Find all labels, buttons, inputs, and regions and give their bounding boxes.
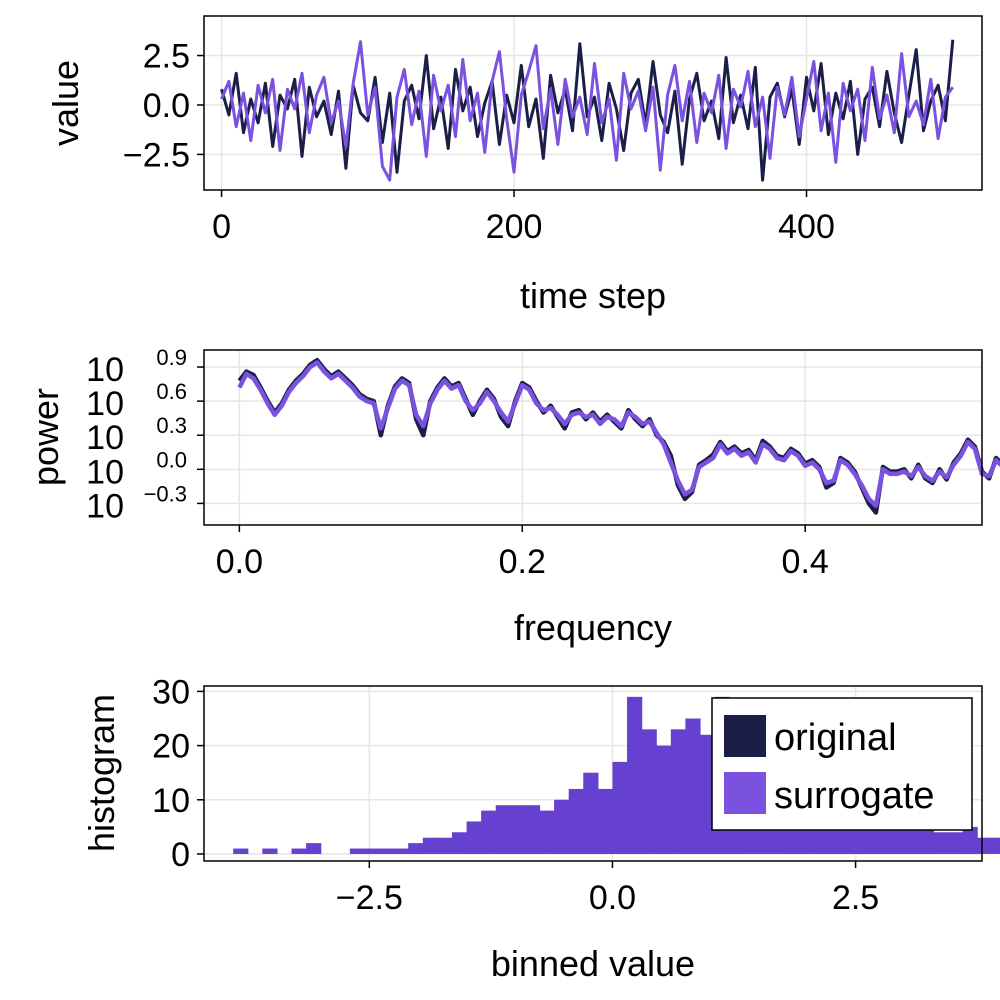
xtick-label: 200	[486, 208, 543, 246]
histogram-bar	[466, 821, 482, 854]
xtick-label: 0.0	[589, 879, 636, 917]
ytick-base: 10	[86, 487, 124, 525]
series-line-surrogate	[237, 360, 1000, 508]
xtick-label: 0.4	[782, 543, 829, 581]
ytick-base: 10	[86, 453, 124, 491]
histogram-bar	[262, 848, 278, 854]
histogram-bar	[437, 837, 453, 854]
histogram-xlabel: binned value	[491, 943, 695, 984]
ytick-exponent: −0.3	[144, 481, 187, 506]
xtick-label: −2.5	[336, 879, 403, 917]
series-line-original	[237, 357, 1000, 515]
histogram-bar	[933, 832, 949, 854]
spectrum-frame	[203, 349, 983, 526]
xtick-label: 0.0	[216, 543, 263, 581]
timeseries-panel: 0 200 400 −2.5 0.0 2.5 time step value	[45, 15, 983, 316]
histogram-ticks: −2.5 0.0 2.5 0 10 20 30	[152, 673, 879, 917]
histogram-bar	[408, 843, 424, 854]
histogram-bar	[393, 848, 409, 854]
ytick-label: 10 0.9	[86, 345, 187, 389]
histogram-bar	[524, 805, 541, 854]
histogram-bar	[583, 772, 599, 854]
spectrum-panel: 0.0 0.2 0.410 −0.310 0.010 0.310 0.610 0.9 freq…	[25, 345, 1000, 648]
legend-label-original: original	[774, 717, 897, 759]
histogram-bar	[481, 810, 497, 854]
ytick-label: 10 0.3	[86, 413, 187, 457]
histogram-frame	[203, 685, 983, 862]
histogram-bar	[379, 848, 395, 854]
legend-swatch-surrogate	[724, 772, 766, 814]
spectrum-xlabel: frequency	[514, 607, 672, 648]
ytick-label: 30	[152, 673, 190, 711]
histogram-bar	[612, 761, 628, 854]
ytick-base: 10	[86, 385, 124, 423]
timeseries-series	[220, 39, 955, 182]
histogram-bar	[641, 729, 657, 854]
histogram-bar	[685, 718, 701, 854]
histogram-bar	[364, 848, 380, 854]
spectrum-grid	[204, 350, 982, 525]
ytick-label: 0.0	[143, 87, 190, 125]
histogram-bar	[495, 805, 511, 854]
ytick-label: 2.5	[143, 38, 190, 76]
histogram-bar	[656, 745, 672, 854]
timeseries-ylabel: value	[45, 60, 86, 146]
timeseries-xlabel: time step	[520, 275, 666, 316]
ytick-exponent: 0.6	[156, 379, 187, 404]
histogram-bar	[306, 843, 322, 854]
histogram-bar	[349, 848, 366, 854]
timeseries-frame	[203, 15, 983, 191]
histogram-bar	[510, 805, 526, 854]
ytick-label: 20	[152, 728, 190, 766]
spectrum-ticks: 0.0 0.2 0.410 −0.310 0.010 0.310 0.610 0.9	[86, 345, 829, 581]
histogram-panel: −2.5 0.0 2.5 0 10 20 30 binned value histogram…	[81, 673, 1000, 984]
histogram-bar	[554, 799, 570, 854]
ytick-label: 10	[152, 782, 190, 820]
ytick-exponent: 0.0	[156, 447, 187, 472]
histogram-ylabel: histogram	[81, 694, 122, 852]
ytick-base: 10	[86, 351, 124, 389]
histogram-bar	[947, 832, 964, 854]
histogram-bar	[539, 810, 555, 854]
histogram-bar	[451, 832, 468, 854]
histogram-bar	[670, 729, 686, 854]
legend: original surrogate	[711, 697, 973, 831]
histogram-bar	[918, 826, 934, 854]
ytick-label: 10 −0.3	[86, 481, 187, 525]
histogram-bar	[568, 788, 584, 854]
legend-swatch-original	[724, 715, 766, 757]
legend-label-surrogate: surrogate	[774, 775, 935, 817]
xtick-label: 2.5	[832, 879, 879, 917]
ytick-base: 10	[86, 419, 124, 457]
histogram-bar	[991, 837, 1000, 854]
ytick-exponent: 0.3	[156, 413, 187, 438]
ytick-label: 0	[171, 836, 190, 874]
xtick-label: 400	[778, 208, 835, 246]
histogram-bar	[904, 826, 920, 854]
xtick-label: 0.2	[499, 543, 546, 581]
spectrum-ylabel: power	[25, 388, 66, 486]
histogram-bar	[233, 848, 249, 854]
ytick-exponent: 0.9	[156, 345, 187, 370]
histogram-bar	[422, 837, 438, 854]
spectrum-series	[237, 357, 1000, 515]
histogram-bar	[627, 696, 643, 854]
xtick-label: 0	[212, 208, 231, 246]
timeseries-ticks: 0 200 400 −2.5 0.0 2.5	[123, 38, 835, 246]
histogram-bar	[977, 837, 993, 854]
ytick-label: 10 0.0	[86, 447, 187, 491]
series-line-surrogate	[220, 40, 955, 182]
histogram-bar	[291, 848, 307, 854]
ytick-label: 10 0.6	[86, 379, 187, 423]
ytick-label: −2.5	[123, 136, 190, 174]
histogram-bar	[597, 788, 614, 854]
series-line-original	[220, 39, 955, 182]
histogram-bar	[962, 826, 978, 854]
